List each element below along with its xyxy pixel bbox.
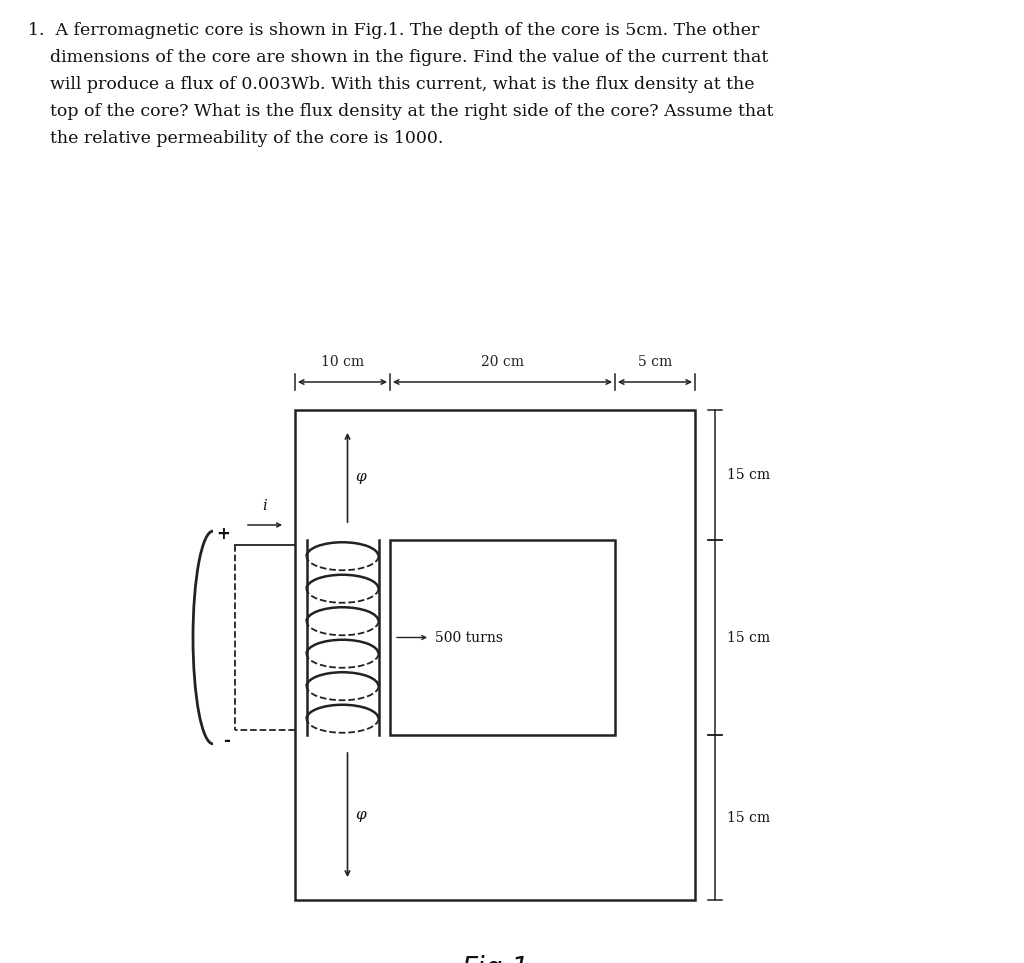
Text: Fig.1: Fig.1 (461, 955, 529, 963)
Text: 500 turns: 500 turns (435, 631, 503, 644)
Text: 15 cm: 15 cm (727, 468, 770, 482)
Text: 15 cm: 15 cm (727, 631, 770, 644)
Text: 1.  A ferromagnetic core is shown in Fig.1. The depth of the core is 5cm. The ot: 1. A ferromagnetic core is shown in Fig.… (28, 22, 760, 39)
Text: +: + (216, 525, 230, 543)
Text: 10 cm: 10 cm (321, 355, 365, 369)
Text: 5 cm: 5 cm (638, 355, 672, 369)
Text: dimensions of the core are shown in the figure. Find the value of the current th: dimensions of the core are shown in the … (28, 49, 768, 66)
Text: the relative permeability of the core is 1000.: the relative permeability of the core is… (28, 130, 443, 147)
Text: 20 cm: 20 cm (481, 355, 524, 369)
Text: φ: φ (355, 471, 367, 484)
Bar (295, 410, 695, 900)
Text: i: i (263, 499, 267, 513)
Text: 15 cm: 15 cm (727, 811, 770, 824)
Text: φ: φ (355, 808, 367, 822)
Text: top of the core? What is the flux density at the right side of the core? Assume : top of the core? What is the flux densit… (28, 103, 773, 120)
Bar (390, 540, 615, 735)
Text: will produce a flux of 0.003Wb. With this current, what is the flux density at t: will produce a flux of 0.003Wb. With thi… (28, 76, 755, 93)
Text: -: - (223, 732, 230, 750)
